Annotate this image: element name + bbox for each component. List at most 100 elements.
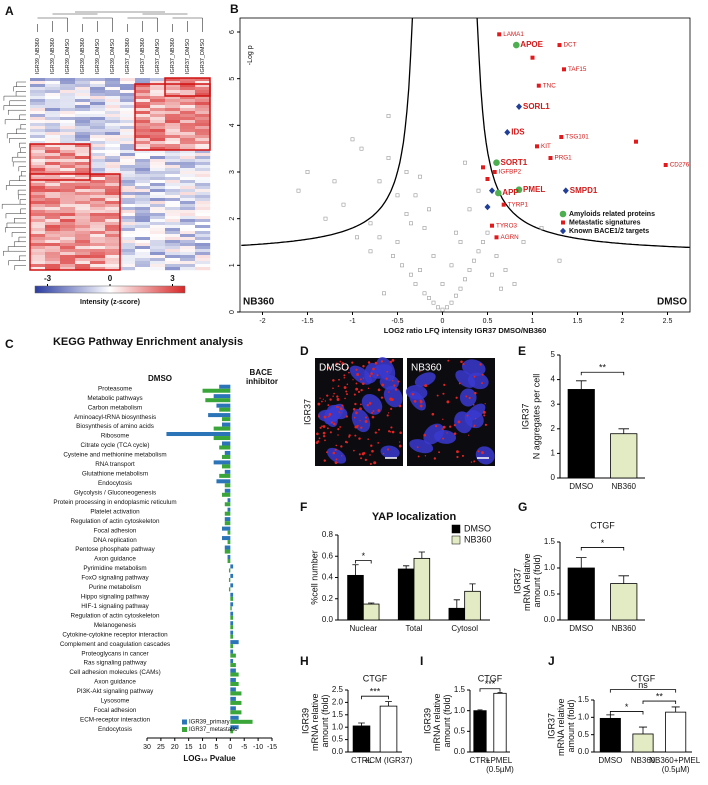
- heatmap-cell: [30, 234, 46, 238]
- aggregate: [398, 404, 402, 408]
- heatmap-cell: [60, 135, 76, 139]
- heatmap-cell: [165, 201, 181, 205]
- heatmap-cell: [150, 135, 166, 139]
- point: [535, 144, 539, 149]
- heatmap-cell: [60, 255, 76, 259]
- significance-bracket: [355, 560, 372, 564]
- heatmap-cell: [195, 111, 211, 115]
- heatmap-cell: [105, 189, 121, 193]
- point: [539, 226, 544, 230]
- heatmap-cell: [45, 108, 61, 112]
- x-tick-label: +PMEL (0.5µM): [486, 756, 514, 774]
- heatmap-cell: [45, 99, 61, 103]
- bar: [230, 706, 236, 711]
- heatmap-cell: [30, 204, 46, 208]
- heatmap-cell: [165, 237, 181, 241]
- heatmap-cell: [120, 255, 136, 259]
- bar: [224, 521, 231, 526]
- heatmap-cell: [105, 168, 121, 172]
- category-label: Aminoacyl-tRNA biosynthesis: [74, 414, 156, 421]
- bar: [610, 583, 638, 621]
- point: [467, 268, 472, 272]
- point: [296, 188, 301, 193]
- heatmap-cell: [120, 201, 136, 205]
- point-label: TSG101: [565, 134, 589, 141]
- heatmap-cell: [105, 123, 121, 127]
- heatmap-cell: [90, 234, 106, 238]
- aggregate: [339, 360, 342, 363]
- heatmap-cell: [135, 90, 151, 94]
- y-tick-label: 0: [551, 473, 556, 482]
- point: [449, 263, 454, 268]
- heatmap-cell: [30, 93, 46, 97]
- panel-letter: G: [518, 500, 527, 514]
- heatmap-cell: [150, 138, 166, 142]
- bar: [224, 517, 231, 522]
- heatmap-cell: [45, 84, 61, 88]
- heatmap-cell: [180, 234, 196, 238]
- error-bar: [368, 602, 375, 605]
- y-tick-label: 1.0: [544, 563, 556, 572]
- heatmap-cell: [105, 225, 121, 229]
- error-bar: [575, 557, 587, 568]
- heatmap-cell: [135, 174, 151, 178]
- nucleus: [433, 430, 457, 444]
- heatmap-cell: [75, 258, 91, 262]
- heatmap-cell: [75, 165, 91, 169]
- heatmap-cell: [120, 114, 136, 118]
- heatmap-cell: [120, 207, 136, 211]
- heatmap-cell: [30, 243, 46, 247]
- heatmap-cell: [75, 144, 91, 148]
- y-tick-label: 2.5: [332, 685, 344, 694]
- heatmap-cell: [135, 108, 151, 112]
- category-label: Cytokine-cytokine receptor interaction: [62, 631, 168, 638]
- heatmap-cell: [120, 174, 136, 178]
- heatmap-cell: [75, 177, 91, 181]
- heatmap-cell: [150, 177, 166, 181]
- x-tick-label: DMSO: [569, 624, 593, 633]
- heatmap-cell: [75, 204, 91, 208]
- aggregate: [343, 376, 346, 379]
- heatmap-cell: [195, 252, 211, 256]
- point-label: SORT1: [501, 158, 528, 167]
- aggregate: [334, 448, 337, 451]
- y-axis-label: %cell number: [309, 550, 319, 605]
- aggregate: [474, 391, 477, 395]
- aggregate: [390, 426, 393, 429]
- aggregate: [380, 360, 384, 363]
- significance-label: **: [656, 691, 664, 701]
- heatmap-cell: [105, 150, 121, 154]
- aggregate: [346, 366, 350, 369]
- legend-label: Metastatic signatures: [569, 219, 641, 226]
- aggregate: [382, 452, 385, 455]
- heatmap-cell: [195, 243, 211, 247]
- heatmap-cell: [150, 225, 166, 229]
- aggregate: [456, 450, 459, 454]
- point: [458, 240, 463, 244]
- aggregate: [356, 373, 360, 376]
- point: [494, 235, 499, 240]
- aggregate: [465, 395, 468, 398]
- point: [490, 223, 494, 228]
- bar: [230, 729, 234, 734]
- aggregate: [337, 434, 339, 436]
- chart-title: CTGF: [363, 673, 388, 683]
- aggregate: [327, 404, 330, 407]
- heatmap-cell: [150, 96, 166, 100]
- heatmap-cell: [180, 135, 196, 139]
- heatmap-cell: [45, 159, 61, 163]
- legend-label: NB360: [464, 534, 492, 544]
- heatmap-cell: [195, 216, 211, 220]
- heatmap-cell: [135, 141, 151, 145]
- heatmap-cell: [30, 264, 46, 268]
- aggregate: [381, 383, 385, 387]
- heatmap-cell: [180, 156, 196, 160]
- heatmap-cell: [150, 213, 166, 217]
- aggregate: [446, 432, 448, 434]
- y-tick-label: 1.5: [332, 710, 344, 719]
- bar: [222, 536, 231, 541]
- x-tick-label: 10: [199, 744, 207, 751]
- heatmap-cell: [75, 243, 91, 247]
- heatmap-cell: [60, 87, 76, 91]
- heatmap-cell: [60, 153, 76, 157]
